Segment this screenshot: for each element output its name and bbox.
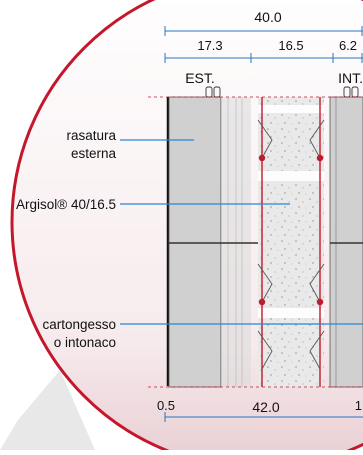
callout-product: Argisol® 40/16.5 bbox=[16, 197, 116, 212]
dimension-lines-top bbox=[164, 26, 363, 422]
callout-plasterboard-line2: o intonaco bbox=[54, 335, 116, 350]
dimension-segment-left: 17.3 bbox=[197, 38, 222, 53]
insulation-red-lines bbox=[258, 97, 324, 387]
label-interior: INT. bbox=[338, 70, 363, 86]
dimension-total-bottom: 42.0 bbox=[252, 399, 279, 415]
callout-leaders bbox=[120, 139, 363, 325]
concrete-core bbox=[258, 97, 324, 387]
dimension-total-top: 40.0 bbox=[254, 9, 281, 25]
dimension-finish-left: 0.5 bbox=[157, 398, 175, 413]
exterior-block bbox=[168, 86, 258, 388]
dimension-segment-middle: 16.5 bbox=[278, 38, 303, 53]
callout-external-render-line2: esterna bbox=[71, 146, 117, 161]
callout-plasterboard-line1: cartongesso bbox=[42, 317, 116, 332]
dimension-finish-right: 1 bbox=[355, 398, 362, 413]
dimension-segment-right: 6.2 bbox=[339, 38, 357, 53]
callout-external-render-line1: rasatura bbox=[66, 128, 116, 143]
block-connectors bbox=[257, 119, 325, 370]
label-exterior: EST. bbox=[185, 70, 215, 86]
interior-block bbox=[329, 86, 363, 388]
